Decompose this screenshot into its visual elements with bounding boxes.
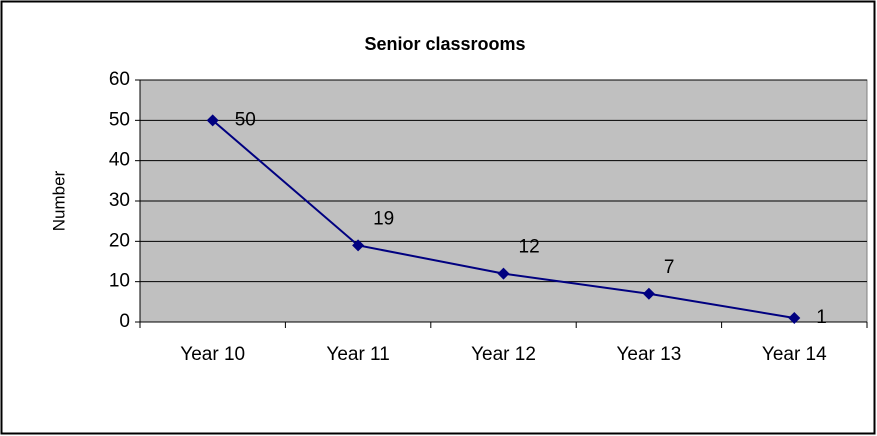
x-tick-label: Year 14 bbox=[762, 344, 827, 365]
data-label: 50 bbox=[235, 109, 256, 130]
data-label: 7 bbox=[664, 257, 675, 278]
y-tick-label: 0 bbox=[119, 311, 130, 332]
y-axis-label: Number bbox=[49, 170, 68, 231]
y-tick-label: 40 bbox=[109, 150, 130, 171]
x-tick-label: Year 11 bbox=[326, 344, 389, 365]
data-label: 19 bbox=[373, 208, 394, 229]
x-tick-label: Year 13 bbox=[616, 344, 681, 365]
data-label: 12 bbox=[519, 237, 540, 258]
y-tick-label: 50 bbox=[109, 109, 130, 130]
y-tick-label: 30 bbox=[109, 190, 130, 211]
marker bbox=[497, 267, 510, 280]
x-tick-label: Year 12 bbox=[471, 344, 536, 365]
marker bbox=[206, 114, 219, 127]
marker bbox=[788, 311, 801, 324]
x-tick-label: Year 10 bbox=[180, 344, 245, 365]
data-label: 1 bbox=[816, 307, 827, 328]
y-tick-label: 60 bbox=[109, 69, 130, 90]
y-tick-label: 10 bbox=[109, 271, 130, 292]
chart-title: Senior classrooms bbox=[364, 34, 525, 54]
marker bbox=[642, 287, 655, 300]
marker bbox=[352, 239, 365, 252]
y-tick-label: 20 bbox=[109, 230, 130, 251]
